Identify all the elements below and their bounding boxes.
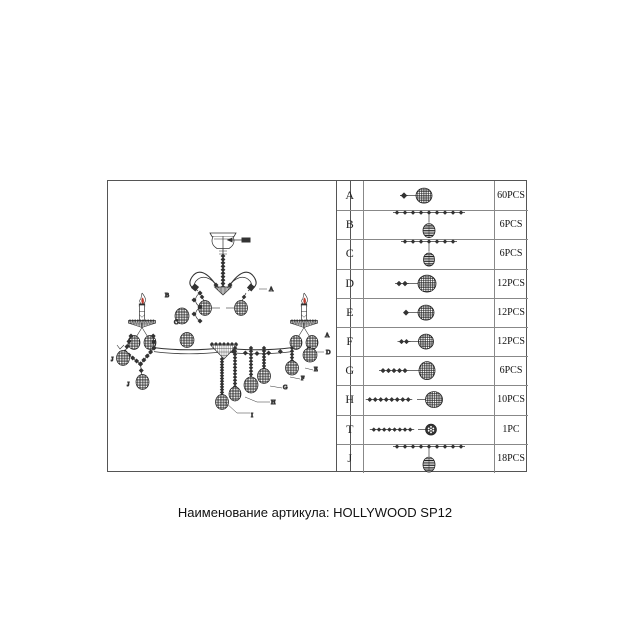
svg-text:C: C: [174, 319, 178, 326]
svg-text:J: J: [127, 381, 130, 388]
svg-text:G: G: [283, 384, 288, 391]
svg-text:B: B: [165, 292, 169, 299]
svg-text:H: H: [271, 399, 276, 406]
svg-text:D: D: [326, 349, 331, 356]
svg-text:I: I: [251, 412, 253, 419]
svg-text:A: A: [269, 286, 274, 293]
svg-text:E: E: [314, 366, 318, 373]
svg-text:A: A: [325, 332, 330, 339]
svg-text:J: J: [111, 356, 114, 363]
svg-text:F: F: [301, 375, 305, 382]
